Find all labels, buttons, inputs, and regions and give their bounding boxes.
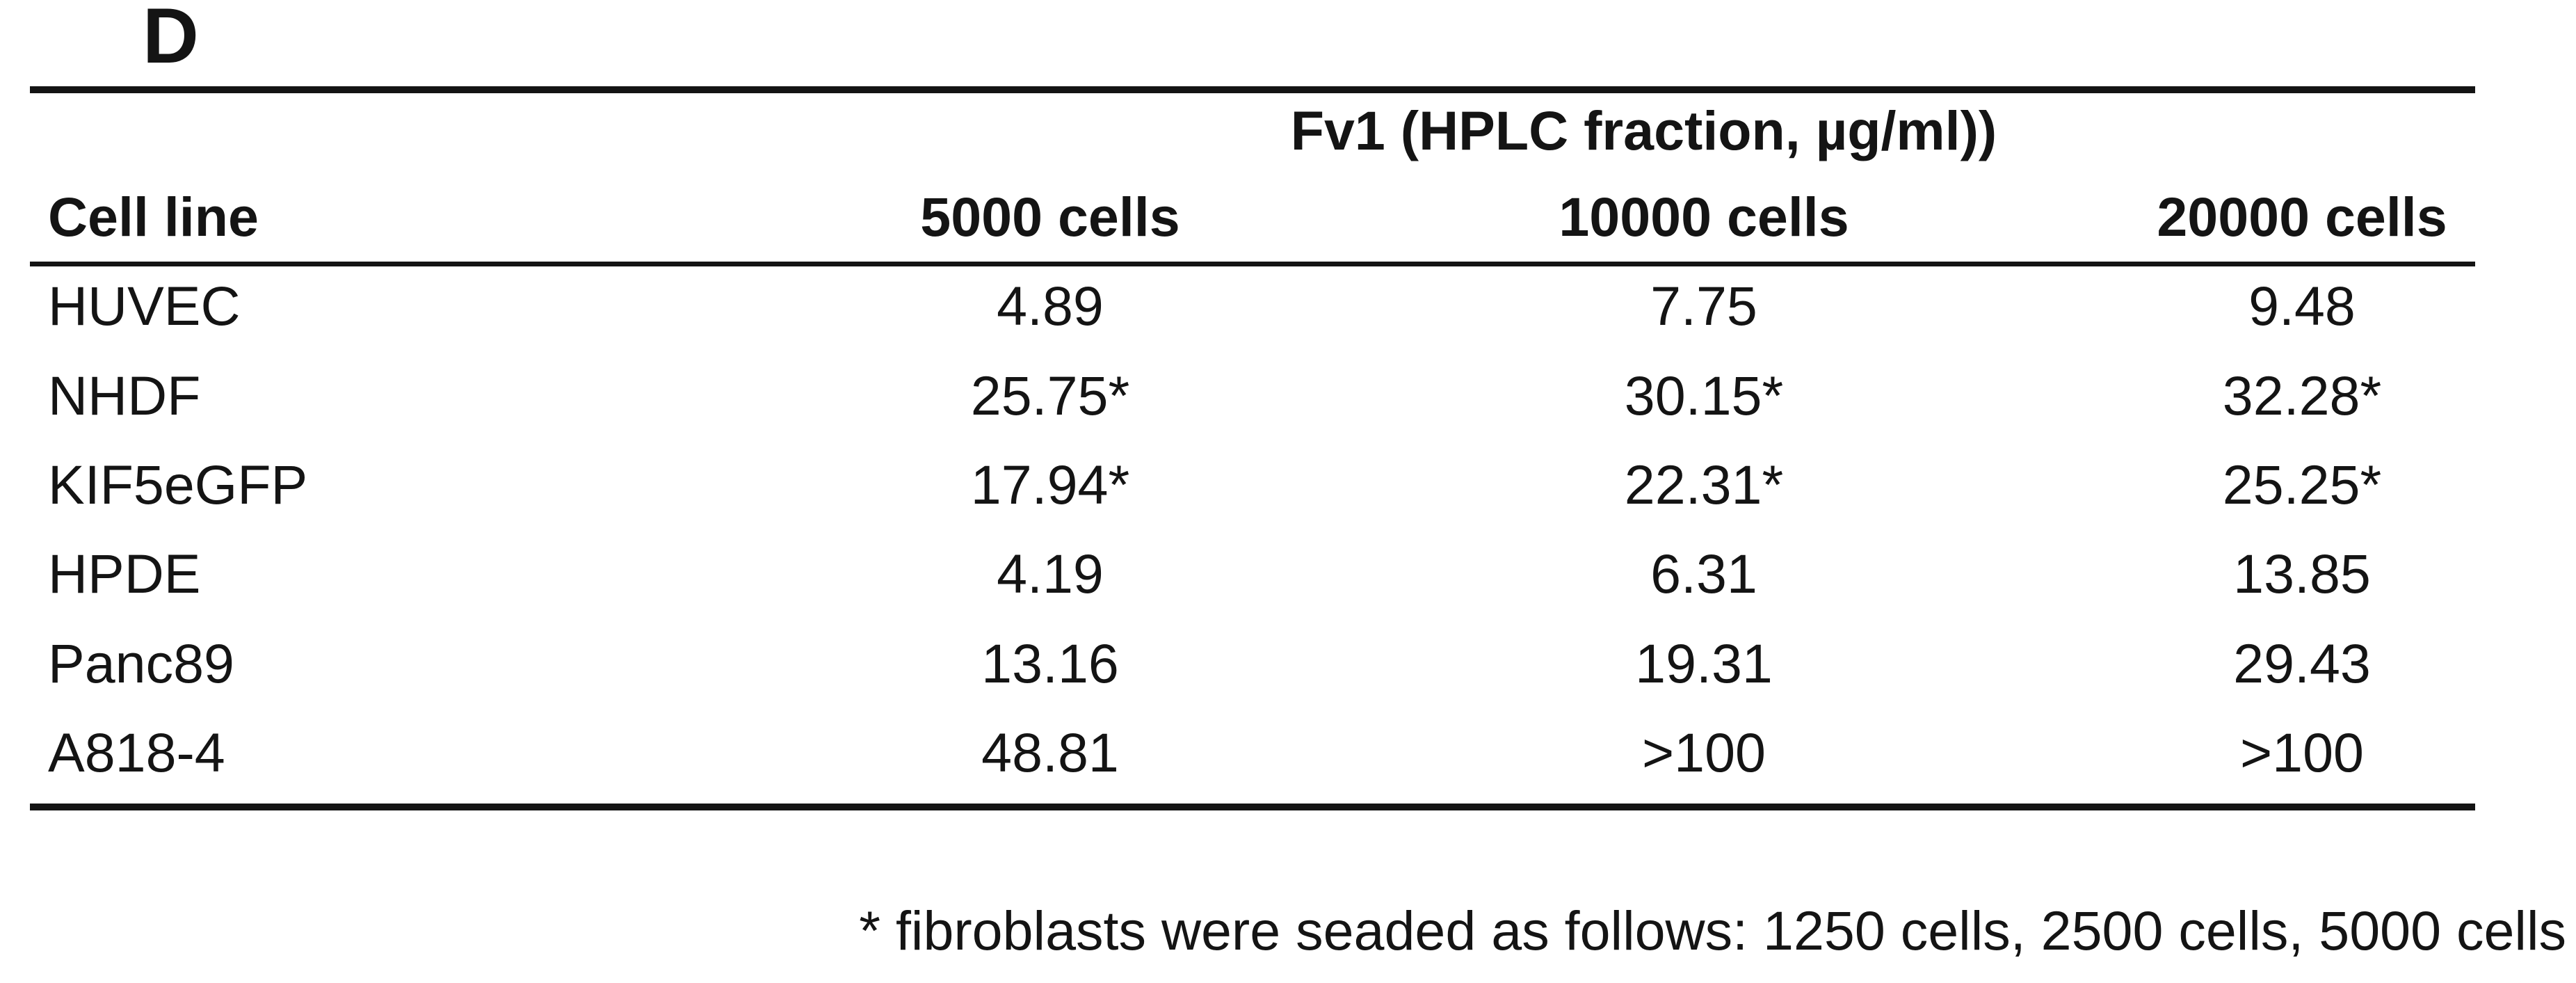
table-top-rule xyxy=(30,86,2475,93)
cell-line-name: Panc89 xyxy=(48,632,234,694)
value-20000-cells: 25.25* xyxy=(2222,454,2382,516)
column-header-cell-line: Cell line xyxy=(48,186,259,248)
table-bottom-rule xyxy=(30,804,2475,810)
column-header-5000-cells: 5000 cells xyxy=(920,186,1180,248)
value-10000-cells: 22.31* xyxy=(1624,454,1784,516)
cell-line-name: HUVEC xyxy=(48,275,241,337)
value-5000-cells: 4.19 xyxy=(997,543,1104,605)
column-header-20000-cells: 20000 cells xyxy=(2157,186,2447,248)
value-10000-cells: 30.15* xyxy=(1624,365,1784,426)
value-5000-cells: 4.89 xyxy=(997,275,1104,337)
value-20000-cells: >100 xyxy=(2240,721,2364,783)
column-header-10000-cells: 10000 cells xyxy=(1559,186,1849,248)
cell-line-name: A818-4 xyxy=(48,721,225,783)
cell-line-name: NHDF xyxy=(48,365,201,426)
value-5000-cells: 17.94* xyxy=(970,454,1130,516)
value-10000-cells: 7.75 xyxy=(1650,275,1757,337)
value-20000-cells: 32.28* xyxy=(2222,365,2382,426)
value-10000-cells: 19.31 xyxy=(1635,632,1773,694)
value-20000-cells: 13.85 xyxy=(2233,543,2371,605)
value-5000-cells: 25.75* xyxy=(970,365,1130,426)
value-5000-cells: 13.16 xyxy=(981,632,1119,694)
cell-line-name: HPDE xyxy=(48,543,201,605)
cell-line-name: KIF5eGFP xyxy=(48,454,308,516)
value-10000-cells: >100 xyxy=(1642,721,1766,783)
table-header-rule xyxy=(30,262,2475,266)
value-20000-cells: 29.43 xyxy=(2233,632,2371,694)
panel-label: D xyxy=(143,0,199,79)
group-header: Fv1 (HPLC fraction, µg/ml)) xyxy=(1290,99,1997,161)
value-20000-cells: 9.48 xyxy=(2248,275,2356,337)
value-5000-cells: 48.81 xyxy=(981,721,1119,783)
footnote: * fibroblasts were seaded as follows: 12… xyxy=(859,900,2566,961)
value-10000-cells: 6.31 xyxy=(1650,543,1757,605)
